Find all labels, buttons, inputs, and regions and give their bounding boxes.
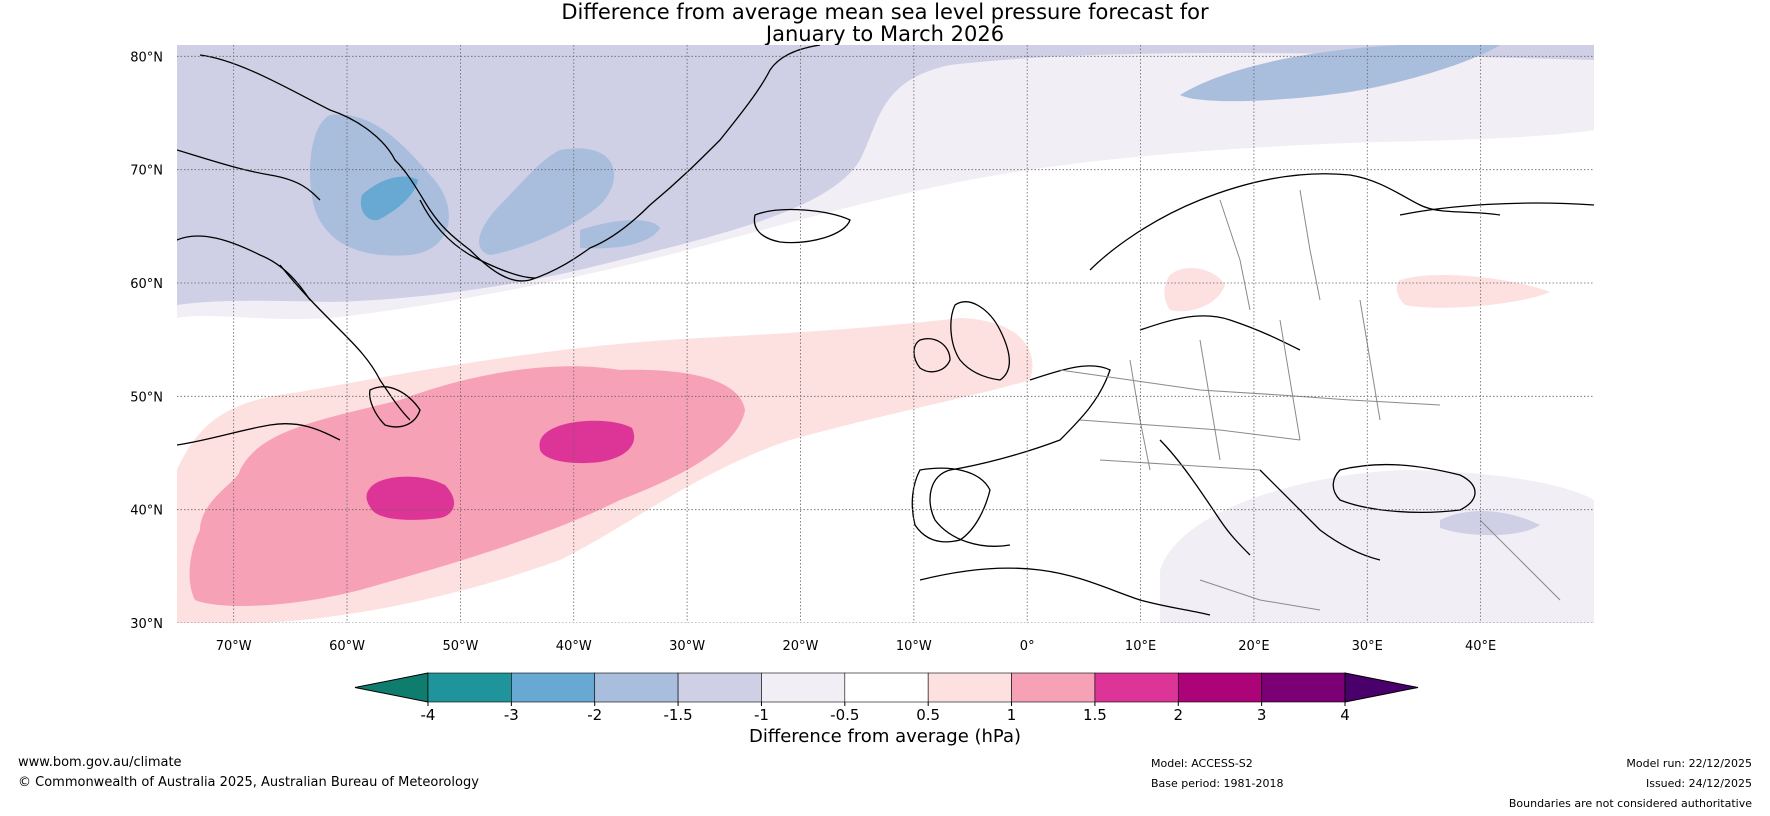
anomaly-shading — [177, 45, 1594, 623]
lon-tick-label: 40°E — [1465, 639, 1496, 654]
colorbar-bin — [677, 672, 762, 703]
colorbar-bin — [1177, 672, 1262, 703]
lon-tick-label: 10°E — [1125, 639, 1156, 654]
colorbar-bin — [511, 672, 596, 703]
lon-tick-label: 30°W — [669, 639, 705, 654]
lon-tick-label: 50°W — [442, 639, 478, 654]
ireland-coast — [913, 338, 951, 373]
anomaly-band-0.5-to-1-scandinavia — [1164, 267, 1225, 312]
lat-tick-label: 60°N — [130, 277, 163, 292]
anomaly-band-minus-1-to-minus-1.5-mediterranean — [1440, 510, 1540, 536]
model-run-date: Model run: 22/12/2025 — [1626, 757, 1752, 770]
lat-tick-label: 70°N — [130, 164, 163, 179]
colorbar-tick-label: -3 — [504, 706, 519, 724]
lon-tick-label: 10°W — [896, 639, 932, 654]
copyright-text: © Commonwealth of Australia 2025, Austra… — [18, 775, 479, 790]
iberia-coast — [911, 467, 991, 543]
british-isles-coast — [950, 301, 1011, 381]
lon-tick-label: 40°W — [556, 639, 592, 654]
black-sea-coast — [1332, 463, 1476, 513]
colorbar-tick-label: 2 — [1173, 706, 1183, 724]
colorbar-low-extend — [354, 672, 429, 703]
canada-arctic-coast — [177, 149, 321, 201]
anomaly-band-minus-1.5-to-minus-2-arctic — [1180, 45, 1500, 102]
anomaly-band-minus-2-to-minus-3 — [360, 176, 418, 221]
baffin-island-coast — [177, 235, 311, 301]
lat-tick-label: 40°N — [130, 504, 163, 519]
anomaly-band-minus-0.5-to-minus-1-mediterranean — [1160, 470, 1594, 623]
colorbar-tick-label: -1.5 — [663, 706, 692, 724]
boundary-disclaimer: Boundaries are not considered authoritat… — [1508, 797, 1752, 810]
boundary-line — [1299, 189, 1321, 301]
italy-coast — [1159, 439, 1251, 556]
lat-tick-label: 80°N — [130, 50, 163, 65]
baltic-coast — [1139, 315, 1301, 351]
map-panel — [177, 45, 1594, 623]
lat-tick-label: 30°N — [130, 617, 163, 632]
colorbar-bin — [1011, 672, 1096, 703]
graticule — [177, 45, 1594, 623]
anomaly-band-1.5-to-2-west — [366, 476, 455, 520]
lon-tick-label: 20°E — [1238, 639, 1269, 654]
website-link[interactable]: www.bom.gov.au/climate — [18, 755, 182, 770]
lon-tick-label: 60°W — [329, 639, 365, 654]
us-east-coast — [177, 423, 341, 446]
russia-arctic-coast — [1399, 202, 1594, 216]
colorbar-bin — [1261, 672, 1346, 703]
boundary-line — [1199, 339, 1221, 461]
colorbar-tick-label: 1.5 — [1083, 706, 1107, 724]
colorbar-bin — [844, 672, 929, 703]
country-boundaries — [1059, 189, 1561, 611]
colorbar-tick-label: -1 — [754, 706, 769, 724]
colorbar-tick-label: 0.5 — [916, 706, 940, 724]
boundary-line — [1219, 199, 1251, 311]
colorbar-tick-label: 3 — [1257, 706, 1267, 724]
colorbar-tick-label: -2 — [587, 706, 602, 724]
map-title-line-2: January to March 2026 — [765, 22, 1005, 46]
newfoundland-coast — [369, 386, 421, 428]
greenland-coast — [199, 45, 821, 282]
boundary-line — [1059, 369, 1441, 406]
boundary-line — [1099, 459, 1261, 471]
colorbar-title: Difference from average (hPa) — [748, 726, 1022, 747]
longitude-labels: 70°W 60°W 50°W 40°W 30°W 20°W 10°W 0° 10°E 20°E 30… — [216, 639, 1497, 654]
north-africa-coast — [919, 567, 1211, 616]
model-name: Model: ACCESS-S2 — [1151, 757, 1253, 770]
boundary-line — [1079, 419, 1301, 441]
lon-tick-label: 20°W — [783, 639, 819, 654]
boundary-line — [1359, 299, 1381, 421]
anomaly-band-minus-1.5-to-minus-2-greenland-east — [479, 148, 615, 255]
lon-tick-label: 30°E — [1352, 639, 1383, 654]
colorbar-high-extend — [1344, 672, 1419, 703]
boundary-line — [1199, 579, 1321, 611]
colorbar-tick-label: -4 — [421, 706, 436, 724]
anomaly-band-minus-1.5-to-minus-2-barents — [580, 220, 660, 249]
lon-tick-label: 70°W — [216, 639, 252, 654]
lon-tick-label: 0° — [1020, 639, 1035, 654]
lat-tick-label: 50°N — [130, 390, 163, 405]
colorbar-tick-label: -0.5 — [830, 706, 859, 724]
coastlines — [177, 45, 1594, 616]
issued-date: Issued: 24/12/2025 — [1645, 777, 1752, 790]
greenland-south-coast — [419, 199, 536, 279]
boundary-line — [1129, 359, 1151, 471]
colorbar-bin — [427, 672, 512, 703]
colorbar-tick-label: 4 — [1340, 706, 1350, 724]
boundary-line — [1279, 319, 1301, 441]
anomaly-band-1.5-to-2-east — [539, 420, 635, 464]
western-europe-coast — [929, 365, 1111, 547]
colorbar-bin — [594, 672, 679, 703]
colorbar: -4 -3 -2 -1.5 -1 -0.5 0.5 1 1.5 2 3 4 — [354, 672, 1419, 724]
colorbar-tick-label: 1 — [1007, 706, 1017, 724]
map-title-line-1: Difference from average mean sea level p… — [561, 0, 1209, 24]
latitude-labels: 30°N 40°N 50°N 60°N 70°N 80°N — [130, 50, 163, 632]
labrador-coast — [279, 264, 411, 421]
colorbar-bin — [761, 672, 846, 703]
colorbar-bin — [927, 672, 1012, 703]
base-period: Base period: 1981-2018 — [1151, 777, 1284, 790]
boundary-line — [1479, 519, 1561, 601]
balkans-coast — [1259, 469, 1381, 561]
colorbar-bin — [1094, 672, 1179, 703]
